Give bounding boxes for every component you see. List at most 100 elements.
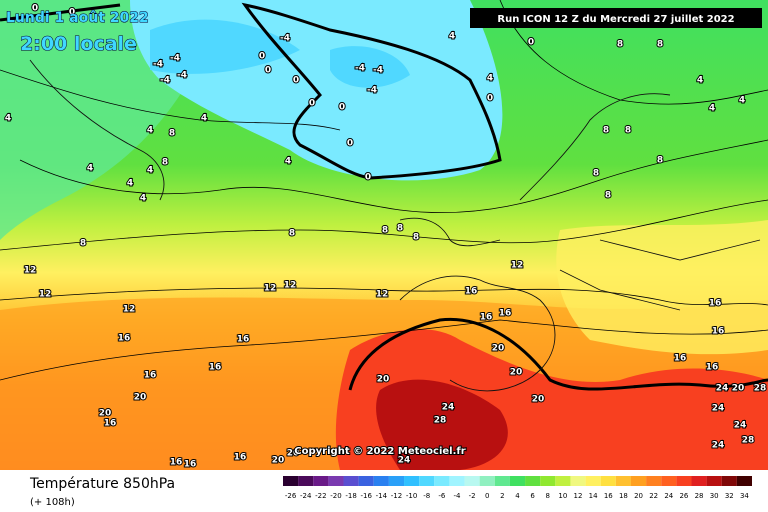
isotherm-label: 4 xyxy=(201,114,207,124)
isotherm-label: 8 xyxy=(603,126,609,136)
isotherm-label: -4 xyxy=(160,76,170,86)
isotherm-label: 16 xyxy=(237,335,250,345)
isotherm-label: 16 xyxy=(709,299,722,309)
colorbar-tick-label: 8 xyxy=(546,492,550,500)
isotherm-label: 12 xyxy=(511,261,524,271)
isotherm-label: 8 xyxy=(625,126,631,136)
colorbar-tick-label: -10 xyxy=(406,492,417,500)
isotherm-label: 16 xyxy=(104,419,117,429)
isotherm-label: 0 xyxy=(265,66,271,76)
colorbar-swatch xyxy=(343,476,359,486)
copyright: Copyright © 2022 Meteociel.fr xyxy=(294,446,465,457)
map-background xyxy=(0,0,768,470)
colorbar-swatch xyxy=(298,476,314,486)
colorbar-tick-label: 28 xyxy=(695,492,704,500)
colorbar-tick-label: 18 xyxy=(619,492,628,500)
colorbar-swatch xyxy=(600,476,616,486)
isotherm-label: 16 xyxy=(712,327,725,337)
isotherm-label: 0 xyxy=(347,139,353,149)
isotherm-label: 24 xyxy=(712,404,725,414)
colorbar: -26 -24 -22 -20 -18 -16 -14 -12 -10 -8 -6 -4 -2 0 2 4 6 8… xyxy=(283,476,752,500)
isotherm-label: 20 xyxy=(510,368,523,378)
isotherm-label: 20 xyxy=(377,375,390,385)
colorbar-tick-label: 30 xyxy=(710,492,719,500)
isotherm-label: 24 xyxy=(712,441,725,451)
isotherm-label: 12 xyxy=(24,266,37,276)
isotherm-label: 12 xyxy=(376,290,389,300)
colorbar-swatch xyxy=(630,476,647,486)
isotherm-label: 4 xyxy=(140,194,146,204)
isotherm-label: 8 xyxy=(397,224,403,234)
colorbar-tick-label: -16 xyxy=(360,492,372,500)
isotherm-label: 4 xyxy=(147,166,153,176)
colorbar-swatch xyxy=(676,476,692,486)
isotherm-label: 8 xyxy=(382,226,388,236)
colorbar-swatch xyxy=(464,476,480,486)
colorbar-swatch xyxy=(283,476,299,486)
isotherm-label: 16 xyxy=(465,287,478,297)
colorbar-swatch xyxy=(313,476,329,486)
colorbar-tick-label: -12 xyxy=(391,492,402,500)
colorbar-swatch xyxy=(646,476,662,486)
isotherm-label: 16 xyxy=(209,363,222,373)
isotherm-label: 4 xyxy=(285,157,291,167)
isotherm-label: 16 xyxy=(480,313,493,323)
isotherm-label: 16 xyxy=(144,371,157,381)
isotherm-label: 0 xyxy=(365,173,371,183)
colorbar-swatch xyxy=(615,476,631,486)
isotherm-label: 4 xyxy=(697,76,703,86)
isotherm-label: 24 xyxy=(442,403,455,413)
isotherm-label: 0 xyxy=(528,38,534,48)
colorbar-swatch xyxy=(555,476,571,486)
colorbar-tick-label: -4 xyxy=(453,492,461,500)
colorbar-tick-label: 14 xyxy=(589,492,598,500)
colorbar-tick-label: -14 xyxy=(376,492,388,500)
colorbar-tick-label: 4 xyxy=(515,492,520,500)
isotherm-label: -4 xyxy=(373,66,383,76)
colorbar-tick-label: -2 xyxy=(469,492,476,500)
isotherm-label: 20 xyxy=(532,395,545,405)
colorbar-tick-label: 32 xyxy=(725,492,734,500)
colorbar-swatch xyxy=(449,476,465,486)
isotherm-label: 8 xyxy=(617,40,623,50)
isotherm-label: 8 xyxy=(162,158,168,168)
lead-time: (+ 108h) xyxy=(30,497,75,508)
colorbar-swatch xyxy=(419,476,435,486)
colorbar-swatch xyxy=(479,476,495,486)
colorbar-tick-label: 24 xyxy=(664,492,673,500)
colorbar-tick-label: 2 xyxy=(500,492,504,500)
isotherm-label: 12 xyxy=(264,284,277,294)
colorbar-tick-label: -24 xyxy=(300,492,312,500)
isotherm-label: 20 xyxy=(134,393,147,403)
colorbar-swatch xyxy=(434,476,450,486)
colorbar-tick-label: 16 xyxy=(604,492,613,500)
isotherm-label: 20 xyxy=(732,384,745,394)
isotherm-label: 8 xyxy=(80,239,86,249)
contours-bold xyxy=(0,2,768,391)
coastlines xyxy=(29,59,761,392)
colorbar-tick-label: 10 xyxy=(558,492,567,500)
isotherm-label: 16 xyxy=(706,363,719,373)
colorbar-swatch xyxy=(328,476,344,486)
isotherm-label: -4 xyxy=(170,54,180,64)
isotherm-label: 4 xyxy=(87,164,93,174)
colorbar-tick-label: -8 xyxy=(423,492,430,500)
isotherm-label: 28 xyxy=(434,416,447,426)
isotherm-label: 4 xyxy=(739,96,745,106)
colorbar-swatch xyxy=(388,476,405,486)
isotherm-label: 20 xyxy=(492,344,505,354)
isotherm-label: 28 xyxy=(742,436,755,446)
colorbar-tick-label: 22 xyxy=(649,492,658,500)
colorbar-swatch xyxy=(525,476,541,486)
colorbar-tick-label: 20 xyxy=(634,492,643,500)
isotherm-label: 16 xyxy=(184,460,197,470)
colorbar-tick-label: -20 xyxy=(330,492,341,500)
colorbar-swatch xyxy=(570,476,586,486)
colorbar-tick-label: -22 xyxy=(315,492,326,500)
colorbar-swatch xyxy=(404,476,420,486)
run-box xyxy=(470,8,762,28)
isotherm-label: 24 xyxy=(716,384,729,394)
isotherm-label: 8 xyxy=(289,229,295,239)
